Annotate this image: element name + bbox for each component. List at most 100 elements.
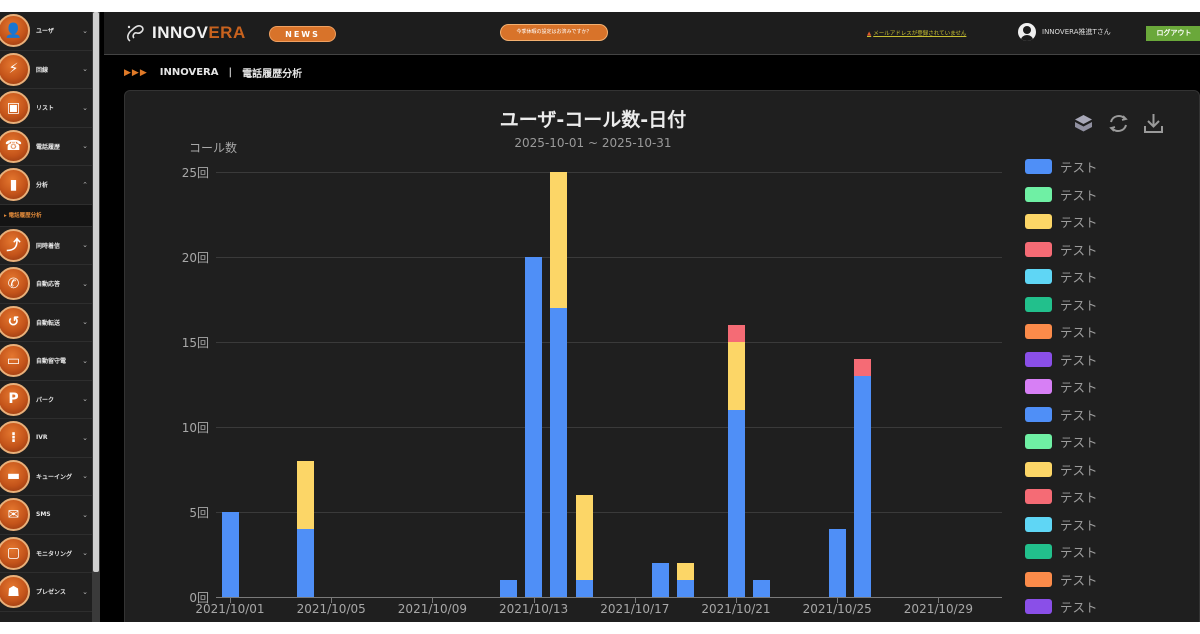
chevron-down-icon[interactable]: ⌄ [82,318,88,327]
bar-segment[interactable] [854,376,871,597]
chevron-down-icon[interactable]: ⌄ [82,587,88,596]
sidebar-item[interactable]: ↺ 自動転送 ⌄ [0,304,92,342]
sidebar-item[interactable]: ⚡ 回線 ⌄ [0,51,92,89]
bar-2021-10-13[interactable] [525,257,543,597]
bar-segment[interactable] [676,563,694,580]
news-button[interactable]: NEWS [269,26,336,42]
legend-item[interactable]: テスト [1025,153,1098,181]
bar-2021-10-22[interactable] [752,580,770,597]
sidebar-item[interactable]: ✆ 自動応答 ⌄ [0,265,92,304]
chevron-down-icon[interactable]: ⌄ [82,433,88,442]
legend-item[interactable]: テスト [1025,263,1098,291]
sidebar-item[interactable]: ▣ リスト ⌄ [0,89,92,128]
bar-segment[interactable] [727,410,745,597]
chevron-down-icon[interactable]: ⌄ [82,26,88,35]
bar-segment[interactable] [854,359,871,376]
bar-2021-10-21[interactable] [727,325,745,597]
stack-icon[interactable] [1071,111,1096,136]
chart-panel: ユーザ-コール数-日付 2025-10-01 ~ 2025-10-31 コール数… [124,90,1200,622]
chevron-down-icon[interactable]: ⌄ [82,103,88,112]
legend-item[interactable]: テスト [1025,291,1098,319]
sidebar-item[interactable]: ⤴ 同時着信 ⌄ [0,227,92,265]
sidebar-item-label: 電話履歴 [36,143,61,151]
email-warning-link[interactable]: ▲ メールアドレスが登録されていません [867,31,967,37]
legend-item[interactable]: テスト [1025,566,1098,594]
bar-segment[interactable] [525,257,543,597]
bar-2021-10-01[interactable] [221,512,239,597]
legend-item[interactable]: テスト [1025,511,1098,539]
legend-item[interactable]: テスト [1025,483,1098,511]
chevron-up-icon[interactable]: ⌃ [82,180,88,189]
sidebar-item[interactable]: ▮ 分析 ⌃ [0,166,92,205]
sidebar-item[interactable]: ☗ プレゼンス ⌄ [0,573,92,612]
legend-item[interactable]: テスト [1025,318,1098,346]
notice-banner[interactable]: 今季休暇の設定はお済みですか？ [500,24,608,41]
chevron-down-icon[interactable]: ⌄ [82,241,88,250]
sidebar-item[interactable]: ⁝ IVR ⌄ [0,419,92,458]
refresh-icon[interactable] [1106,111,1131,136]
sidebar-item[interactable]: ✉ SMS ⌄ [0,496,92,535]
bar-segment[interactable] [550,172,568,308]
sidebar-item[interactable]: 👤 ユーザ ⌄ [0,12,92,51]
bar-segment[interactable] [727,342,745,410]
bar-2021-10-15[interactable] [575,495,593,597]
sidebar-item[interactable]: P パーク ⌄ [0,381,92,419]
legend-item[interactable]: テスト [1025,401,1098,429]
bar-2021-10-19[interactable] [676,563,694,597]
bar-segment[interactable] [676,580,694,597]
legend-item[interactable]: テスト [1025,373,1098,401]
bar-segment[interactable] [752,580,770,597]
sidebar-item[interactable]: ▬ キューイング ⌄ [0,458,92,496]
bar-segment[interactable] [297,529,315,597]
y-tick-label: 10回 [181,421,209,435]
bar-2021-10-25[interactable] [828,529,846,597]
sidebar-subitem-call-history-analysis[interactable]: ▸ 電話履歴分析 [0,204,92,227]
bar-segment[interactable] [499,580,517,597]
bar-segment[interactable] [651,563,669,597]
bar-segment[interactable] [575,495,593,580]
top-header: INNOVERA NEWS 今季休暇の設定はお済みですか？ ▲ メールアドレスが登… [104,12,1200,55]
chevron-down-icon[interactable]: ⌄ [82,395,88,404]
chevron-down-icon[interactable]: ⌄ [82,549,88,558]
list-icon: ▣ [0,91,30,125]
legend-item[interactable]: テスト [1025,236,1098,264]
legend-item[interactable]: テスト [1025,346,1098,374]
sidebar-scrollbar[interactable] [93,12,99,572]
legend-item[interactable]: テスト [1025,208,1098,236]
y-tick-label: 15回 [181,336,209,350]
logout-button[interactable]: ログアウト [1146,26,1200,41]
legend-item[interactable]: テスト [1025,538,1098,566]
bar-segment[interactable] [221,512,239,597]
download-icon[interactable] [1141,111,1166,136]
bar-2021-10-26[interactable] [854,359,871,597]
legend-swatch [1025,406,1052,422]
legend-item[interactable]: テスト [1025,428,1098,456]
chevron-down-icon[interactable]: ⌄ [82,356,88,365]
breadcrumb-root[interactable]: INNOVERA [159,67,219,78]
logo[interactable]: INNOVERA [124,22,246,44]
user-menu[interactable]: INNOVERA推進Tさん [1018,23,1111,41]
sidebar-item[interactable]: ▭ 自動留守電 ⌄ [0,342,92,381]
chevron-down-icon[interactable]: ⌄ [82,510,88,519]
chevron-down-icon[interactable]: ⌄ [82,65,88,74]
bar-segment[interactable] [550,308,568,597]
x-tick-label: 2021/10/17 [600,602,670,616]
chevron-down-icon[interactable]: ⌄ [82,472,88,481]
bar-2021-10-18[interactable] [651,563,669,597]
chevron-down-icon[interactable]: ⌄ [82,279,88,288]
sidebar-item[interactable]: ▢ モニタリング ⌄ [0,535,92,573]
legend-item[interactable]: テスト [1025,593,1098,621]
sidebar-item-label: IVR [36,434,48,442]
bar-2021-10-12[interactable] [499,580,517,597]
bar-segment[interactable] [297,461,315,529]
chevron-down-icon[interactable]: ⌄ [82,142,88,151]
bar-segment[interactable] [727,325,745,342]
bar-2021-10-04[interactable] [297,461,315,597]
sidebar-item[interactable]: ☎ 電話履歴 ⌄ [0,128,92,166]
legend-item[interactable]: テスト [1025,456,1098,484]
bar-segment[interactable] [575,580,593,597]
legend-item[interactable]: テスト [1025,181,1098,209]
sidebar-item-label: キューイング [36,473,73,481]
bar-2021-10-14[interactable] [550,172,568,597]
bar-segment[interactable] [828,529,846,597]
